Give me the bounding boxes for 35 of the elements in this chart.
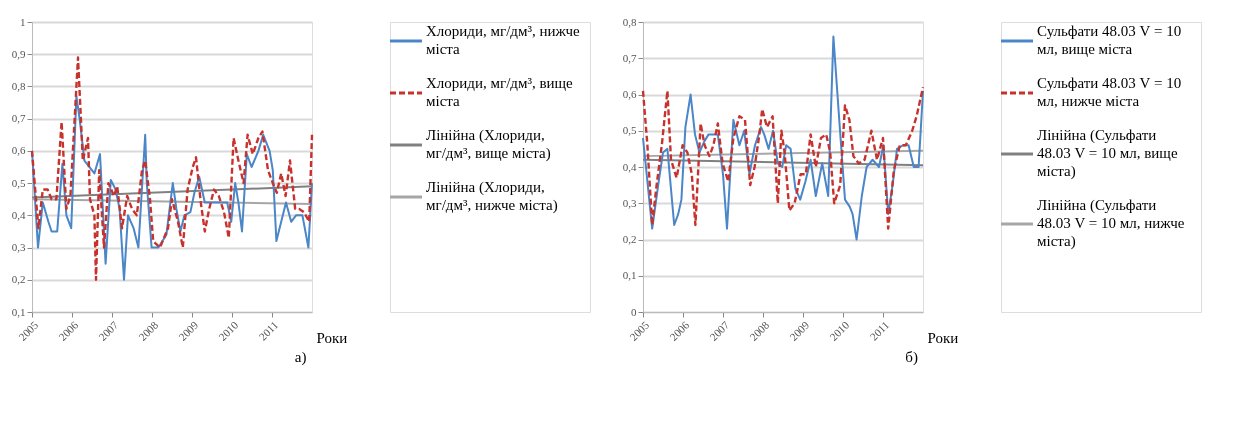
y-tick-label: 0 — [631, 305, 637, 318]
line-series — [641, 86, 925, 230]
y-tick-label: 0,3 — [622, 196, 637, 209]
y-tick-label: 0,5 — [622, 124, 637, 137]
x-axis-title: Роки — [927, 329, 959, 346]
y-tick-label: 0,8 — [11, 79, 26, 92]
y-tick-label: 0,4 — [11, 208, 26, 221]
line-series — [31, 95, 313, 281]
y-tick-label: 0,6 — [11, 144, 26, 157]
y-tick-label: 0,3 — [11, 241, 26, 254]
legend-label: Лінійна (Сульфати 48.03 V = 10 мл, нижче міста) — [1037, 197, 1185, 250]
line-series — [30, 56, 314, 281]
x-axis-title: Роки — [316, 329, 348, 346]
legend-label: Хлориди, мг/дм³, нижче міста — [426, 23, 581, 57]
legend-label: Лінійна (Хлориди, мг/дм³, вище міста) — [426, 127, 551, 162]
y-tick-label: 0,7 — [622, 51, 637, 64]
y-tick-label: 0,1 — [622, 269, 637, 282]
line-series — [642, 35, 924, 241]
text: б) — [905, 348, 918, 366]
y-tick-label: 1 — [20, 15, 26, 28]
text: а) — [294, 348, 307, 366]
legend-label: Лінійна (Сульфати 48.03 V = 10 мл, вище міста) — [1037, 127, 1178, 180]
y-tick-label: 0,8 — [622, 15, 637, 28]
y-tick-label: 0,5 — [11, 176, 26, 189]
y-tick-label: 0,4 — [622, 160, 637, 173]
legend-label: Лінійна (Хлориди, мг/дм³, нижче міста) — [426, 179, 558, 214]
y-tick-label: 0,7 — [11, 112, 26, 125]
y-tick-label: 0,9 — [11, 47, 26, 60]
y-tick-label: 0,2 — [11, 273, 26, 286]
y-tick-label: 0,2 — [622, 233, 637, 245]
legend-label: Сульфати 48.03 V = 10 мл, нижче міста — [1037, 75, 1182, 109]
legend-label: Хлориди, мг/дм³, вище міста — [426, 75, 574, 109]
legend-label: Сульфати 48.03 V = 10 мл, вище міста — [1037, 23, 1182, 57]
y-tick-label: 0,6 — [622, 88, 637, 100]
y-tick-label: 0,1 — [11, 305, 26, 318]
